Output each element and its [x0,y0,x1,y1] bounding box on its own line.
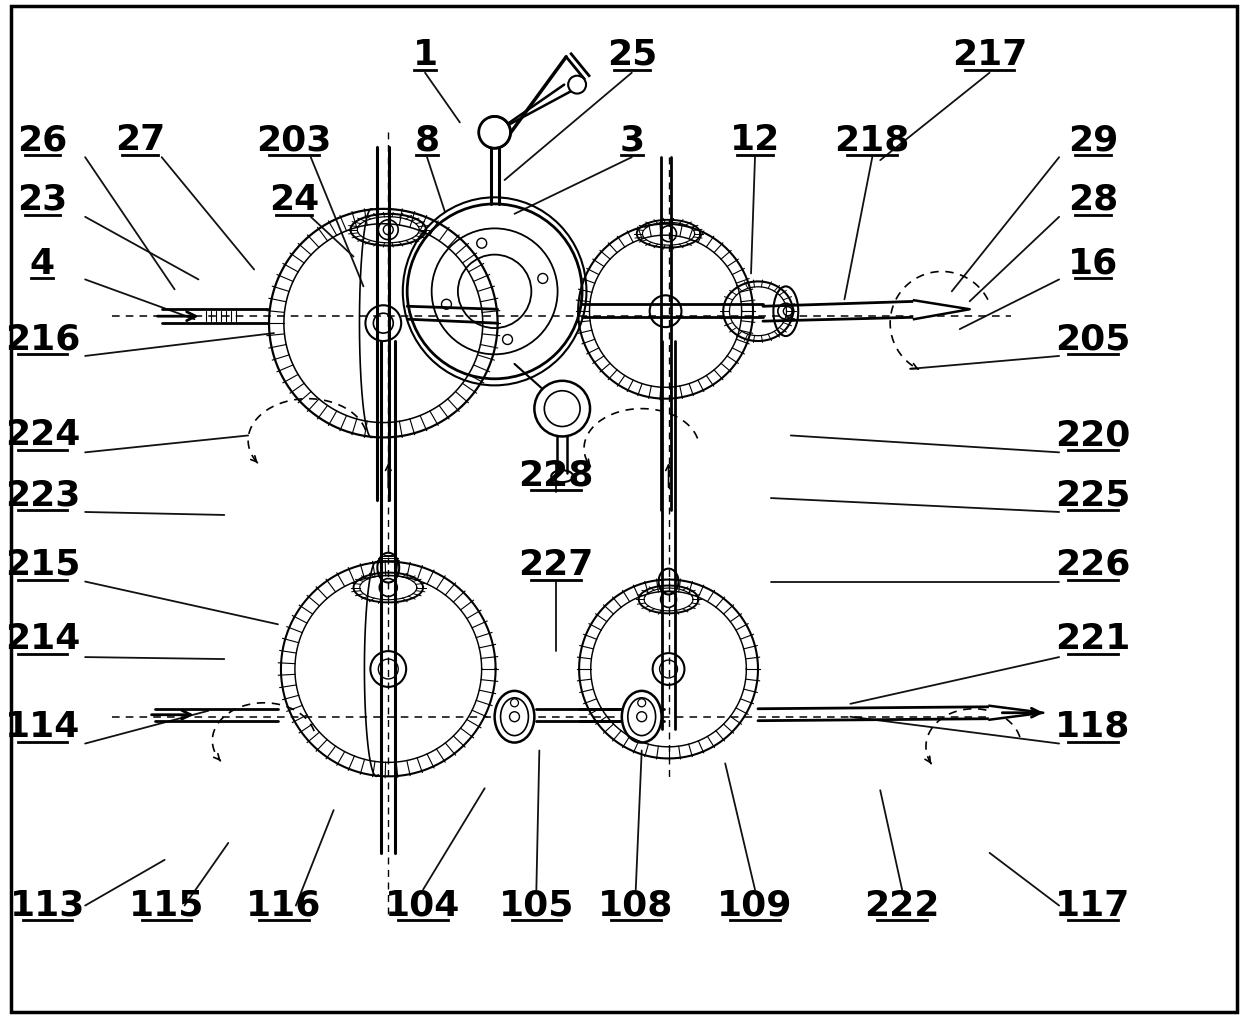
Text: 27: 27 [114,123,165,158]
Text: 221: 221 [1055,622,1131,657]
Text: 3: 3 [619,123,645,158]
Text: 214: 214 [5,622,81,657]
Text: 28: 28 [1068,183,1118,217]
Text: 228: 228 [518,458,594,493]
Text: 16: 16 [1068,246,1118,281]
Text: 226: 226 [1055,548,1131,581]
Ellipse shape [495,691,534,742]
Text: 109: 109 [717,889,792,922]
Text: 227: 227 [518,548,594,581]
Polygon shape [914,300,970,320]
Text: 216: 216 [5,322,81,356]
Circle shape [510,712,520,722]
Text: 223: 223 [5,478,81,512]
Text: 105: 105 [498,889,574,922]
Text: 218: 218 [835,123,910,158]
Text: 117: 117 [1055,889,1131,922]
Ellipse shape [621,691,662,742]
Circle shape [534,381,590,437]
Text: 116: 116 [247,889,321,922]
Text: 23: 23 [17,183,67,217]
Text: 203: 203 [257,123,331,158]
Text: 104: 104 [386,889,461,922]
Text: 217: 217 [952,38,1027,72]
Text: 220: 220 [1055,418,1131,452]
Text: 29: 29 [1068,123,1118,158]
Text: 205: 205 [1055,322,1131,356]
Text: 224: 224 [5,418,81,452]
Text: 114: 114 [5,710,81,744]
Ellipse shape [627,697,656,736]
Text: 115: 115 [129,889,205,922]
Text: 25: 25 [606,38,657,72]
Text: 222: 222 [864,889,940,922]
Text: 215: 215 [5,548,81,581]
Text: 1: 1 [413,38,438,72]
Text: 24: 24 [269,183,319,217]
Text: 113: 113 [10,889,86,922]
Text: 118: 118 [1055,710,1131,744]
Text: 4: 4 [30,246,55,281]
Polygon shape [990,705,1043,720]
Circle shape [636,712,647,722]
Text: 225: 225 [1055,478,1131,512]
Text: 12: 12 [730,123,780,158]
Ellipse shape [501,697,528,736]
Text: 8: 8 [414,123,440,158]
Text: 108: 108 [598,889,673,922]
Circle shape [479,116,511,149]
Text: 26: 26 [17,123,67,158]
Circle shape [568,75,587,94]
